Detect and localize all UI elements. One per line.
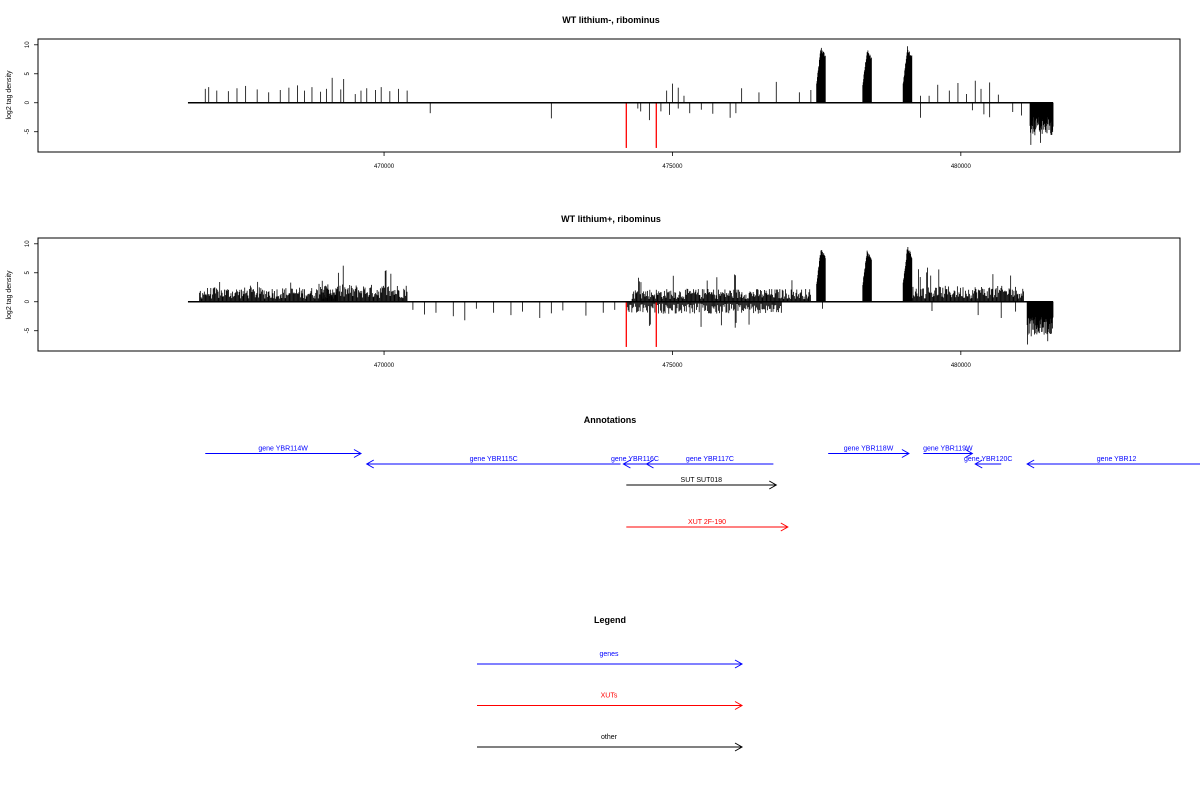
feature-label: gene YBR118W: [844, 446, 894, 453]
annotation-feature: gene YBR114W: [205, 446, 362, 458]
feature-arrow-head: [965, 449, 974, 458]
feature-label: SUT SUT018: [681, 477, 723, 484]
x-tick-label: 480000: [951, 164, 972, 170]
feature-label: gene YBR119W: [923, 446, 973, 453]
legend-item-label: XUTs: [601, 693, 618, 700]
panel-wt-lithium-minus: WT lithium-, ribominus 470000 475000 48000…: [6, 15, 1181, 170]
feature-label: gene YBR115C: [470, 456, 518, 463]
annotation-feature: gene YBR118W: [828, 446, 910, 458]
feature-arrow-head: [974, 459, 983, 469]
legend-arrow-head: [734, 701, 744, 710]
annotation-feature: gene YBR120C: [964, 456, 1013, 469]
y-tick-label: 0: [25, 100, 31, 104]
annotation-feature: gene YBR115C: [365, 456, 621, 469]
panel-wt-lithium-plus: WT lithium+, ribominus 470000 475000 48000…: [6, 214, 1181, 369]
y-tick-label: 10: [25, 41, 31, 48]
legend-item: genes: [477, 651, 744, 669]
panel-1-marks: [187, 46, 1054, 148]
panel-2-y-axis-label: log2 tag density: [6, 270, 13, 320]
feature-arrow-head: [622, 459, 631, 469]
annotation-feature: gene YBR117C: [645, 456, 774, 469]
y-tick-label: -5: [25, 327, 31, 333]
feature-label: XUT 2F-190: [688, 519, 726, 526]
panel-2-axes: 470000 475000 480000 -5 0 5 10: [25, 240, 971, 369]
feature-arrow-head: [901, 449, 910, 458]
annotation-features: gene YBR114W gene YBR115C gene YBR116C gene…: [205, 446, 1200, 532]
x-tick-label: 475000: [662, 363, 683, 369]
feature-label: gene YBR12: [1097, 456, 1137, 463]
panel-2-title: WT lithium+, ribominus: [561, 214, 661, 224]
feature-label: gene YBR116C: [611, 456, 659, 463]
y-tick-label: 5: [25, 270, 31, 274]
panel-1-y-axis-label: log2 tag density: [6, 70, 13, 120]
annotation-feature: gene YBR12: [1026, 456, 1200, 469]
feature-arrow-head: [365, 459, 375, 469]
x-tick-label: 480000: [951, 363, 972, 369]
feature-label: gene YBR114W: [258, 446, 308, 453]
feature-label: gene YBR117C: [686, 456, 734, 463]
annotations-title: Annotations: [584, 415, 637, 425]
feature-arrow-head: [353, 449, 362, 458]
legend-arrow-head: [734, 742, 744, 752]
legend-item-label: genes: [599, 651, 619, 658]
legend-title: Legend: [594, 615, 626, 625]
annotation-feature: SUT SUT018: [626, 477, 778, 490]
legend-item: XUTs: [477, 693, 744, 710]
legend-item-label: other: [601, 734, 618, 741]
x-tick-label: 470000: [374, 164, 395, 170]
y-tick-label: 10: [25, 240, 31, 247]
legend-arrow-head: [734, 659, 744, 669]
feature-arrow-head: [769, 480, 778, 490]
annotation-feature: gene YBR116C: [611, 456, 659, 469]
panel-2-plot-frame: [37, 237, 1181, 352]
annotation-feature: gene YBR119W: [923, 446, 974, 458]
panel-1-plot-frame: [37, 38, 1181, 153]
feature-arrow-head: [1026, 459, 1035, 469]
feature-arrow-head: [645, 459, 654, 469]
y-tick-label: 0: [25, 299, 31, 303]
y-tick-label: -5: [25, 128, 31, 134]
feature-arrow-head: [780, 522, 789, 532]
legend: Legend genes XUTs other: [477, 615, 744, 752]
x-tick-label: 475000: [662, 164, 683, 170]
annotation-feature: XUT 2F-190: [626, 519, 789, 532]
legend-items: genes XUTs other: [477, 651, 744, 752]
panel-1-axes: 470000 475000 480000 -5 0 5 10: [25, 41, 971, 170]
panel-2-marks: [187, 246, 1054, 347]
panel-1-title: WT lithium-, ribominus: [562, 15, 660, 25]
feature-label: gene YBR120C: [964, 456, 1013, 463]
y-tick-label: 5: [25, 71, 31, 75]
x-tick-label: 470000: [374, 363, 395, 369]
legend-item: other: [477, 734, 744, 752]
